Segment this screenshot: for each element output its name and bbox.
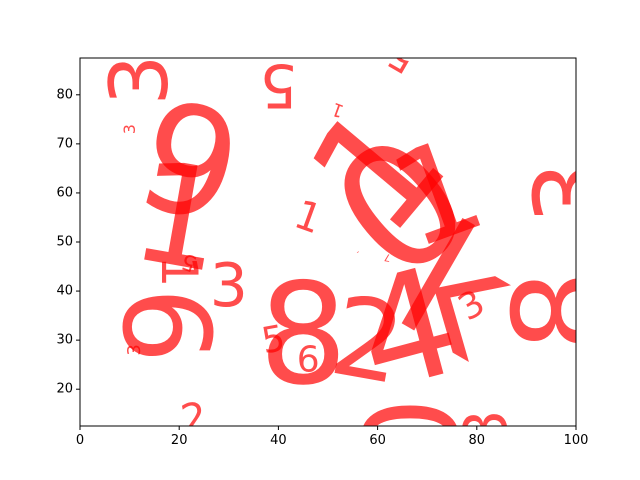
data-glyph-30: 7: [383, 251, 391, 263]
x-tick-label: 20: [171, 433, 188, 448]
x-tick-label: 100: [564, 433, 589, 448]
x-tick-label: 80: [469, 433, 486, 448]
x-tick-label: 40: [270, 433, 287, 448]
data-glyph-12: 3: [124, 344, 145, 355]
plot-background: [80, 58, 576, 426]
x-tick-label: 60: [369, 433, 386, 448]
data-glyph-11: 6: [95, 287, 234, 363]
data-glyph-10: 3: [210, 251, 248, 321]
data-glyph-15: 6: [297, 339, 320, 380]
data-glyph-3: 3: [120, 124, 139, 134]
data-glyph-4: 1: [219, 52, 229, 60]
data-glyph-25: 8: [485, 269, 637, 352]
data-glyph-5: 5: [259, 50, 297, 120]
data-glyph-26: 0: [336, 397, 488, 480]
x-axis: 0 20 40 60 80 100: [76, 426, 589, 448]
y-tick-label: 70: [56, 136, 73, 151]
y-tick-label: 80: [56, 87, 73, 102]
data-glyph-29: -: [354, 247, 361, 256]
data-glyph-27: 3: [452, 409, 522, 447]
y-axis: 20 30 40 50 60 70 80: [56, 87, 80, 397]
data-glyph-24: 3: [513, 161, 630, 225]
data-glyph-9: 1: [150, 256, 208, 288]
y-tick-label: 50: [56, 235, 73, 250]
y-tick-label: 30: [56, 333, 73, 348]
data-glyph-13: 8: [259, 254, 348, 417]
y-tick-label: 20: [56, 382, 73, 397]
y-tick-label: 60: [56, 185, 73, 200]
x-tick-label: 0: [76, 433, 84, 448]
data-glyph-0: 3: [93, 55, 186, 106]
y-tick-label: 40: [56, 284, 73, 299]
